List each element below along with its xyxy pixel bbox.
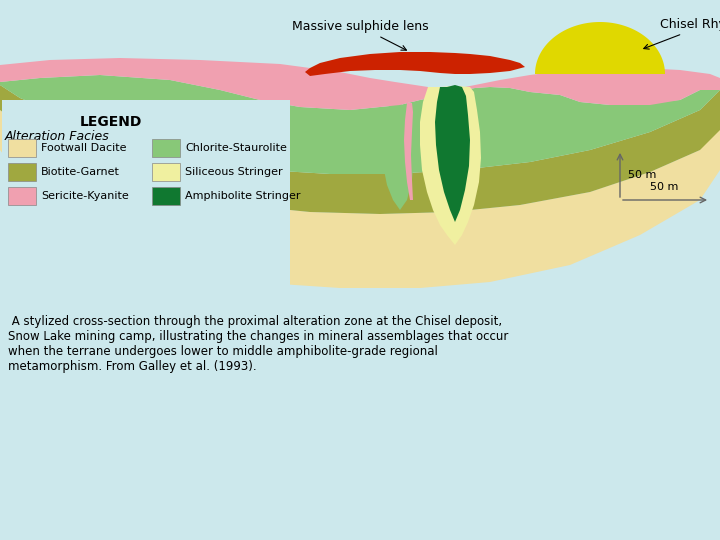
Text: Massive sulphide lens: Massive sulphide lens — [292, 20, 428, 50]
Text: Alteration Facies: Alteration Facies — [5, 130, 109, 143]
Polygon shape — [0, 75, 720, 174]
Text: Chlorite-Staurolite: Chlorite-Staurolite — [185, 143, 287, 153]
Polygon shape — [0, 85, 720, 214]
Text: Amphibolite Stringer: Amphibolite Stringer — [185, 191, 300, 201]
Text: LEGEND: LEGEND — [80, 115, 143, 129]
Text: A stylized cross-section through the proximal alteration zone at the Chisel depo: A stylized cross-section through the pro… — [8, 315, 508, 373]
Text: Footwall Dacite: Footwall Dacite — [41, 143, 127, 153]
Text: 50 m: 50 m — [650, 182, 678, 192]
Polygon shape — [420, 86, 481, 245]
Bar — [152, 163, 180, 181]
Text: Biotite-Garnet: Biotite-Garnet — [41, 167, 120, 177]
Polygon shape — [0, 90, 720, 288]
Text: 50 m: 50 m — [628, 170, 657, 180]
Polygon shape — [305, 52, 525, 76]
Polygon shape — [382, 103, 414, 210]
Polygon shape — [404, 103, 413, 200]
Bar — [152, 139, 180, 157]
Bar — [8, 139, 36, 157]
Polygon shape — [0, 58, 720, 110]
Polygon shape — [2, 100, 290, 300]
Bar — [8, 187, 36, 205]
Bar — [8, 163, 36, 181]
Text: Siliceous Stringer: Siliceous Stringer — [185, 167, 283, 177]
Polygon shape — [435, 85, 470, 222]
Text: Sericite-Kyanite: Sericite-Kyanite — [41, 191, 129, 201]
Text: Chisel Rhyolite: Chisel Rhyolite — [644, 18, 720, 49]
Bar — [152, 187, 180, 205]
Polygon shape — [535, 22, 665, 74]
Polygon shape — [449, 95, 475, 212]
